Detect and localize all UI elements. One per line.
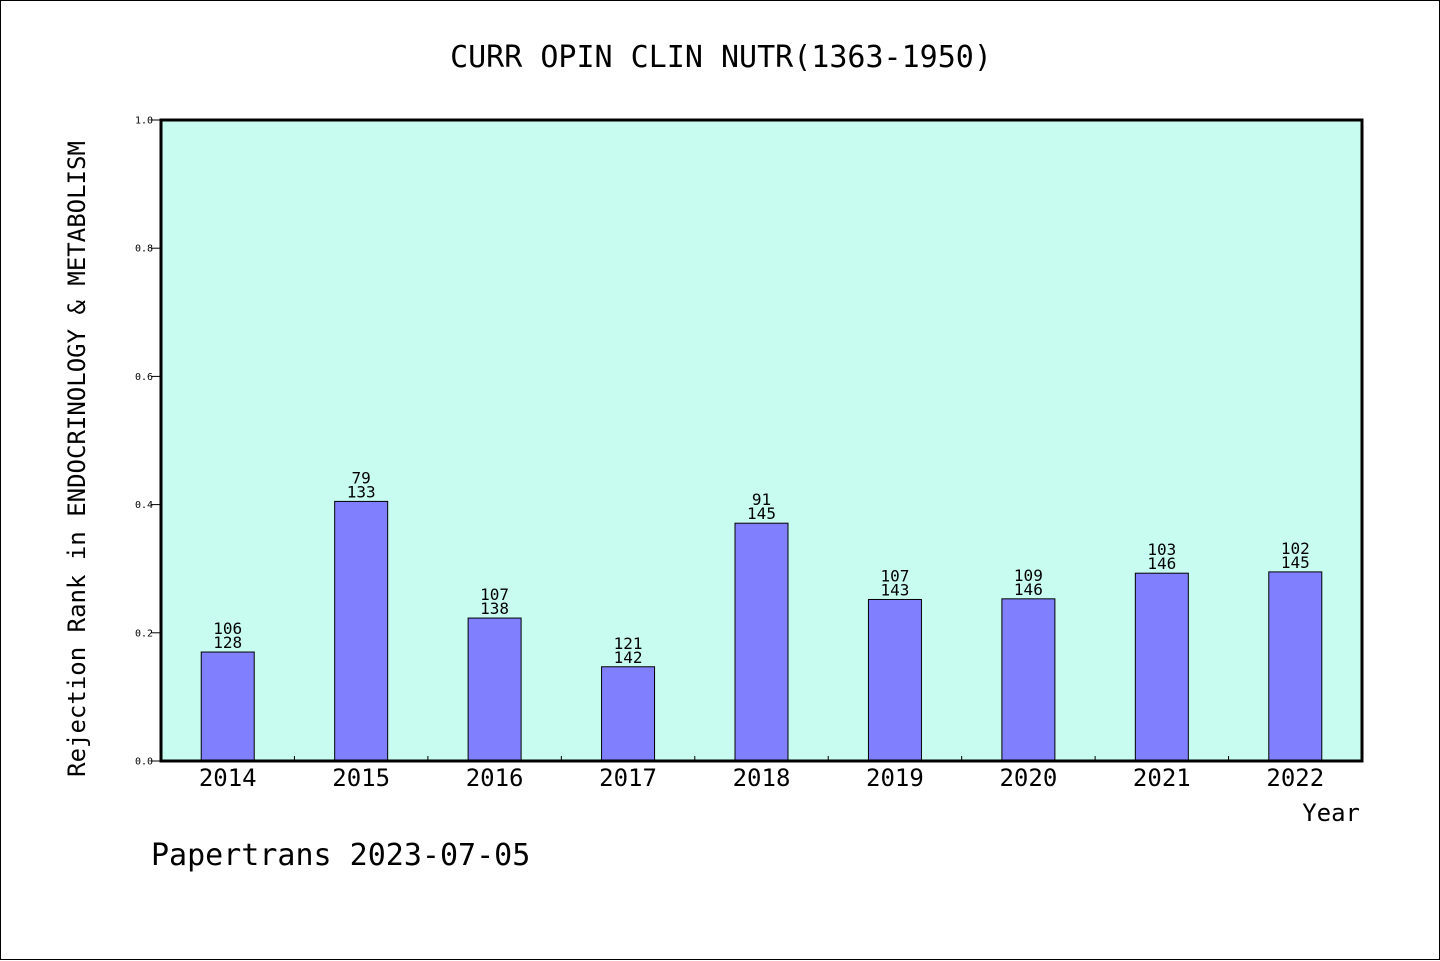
footer-credit: Papertrans 2023-07-05 [151,838,530,873]
data-label-bottom: 146 [1147,554,1176,573]
x-tick-label: 2015 [332,764,390,792]
data-label-bottom: 128 [213,633,242,652]
data-label-top: 79 [352,468,371,487]
data-label-top: 107 [480,585,509,604]
x-axis-label: Year [1302,799,1360,827]
y-tick-label: 1.0 [135,116,153,127]
bar-2014 [200,651,255,762]
x-tick-label: 2014 [199,764,257,792]
data-label-bottom: 142 [614,648,643,667]
bar-2018 [734,522,789,762]
data-label-top: 121 [614,634,643,653]
bar-2021 [1134,572,1189,762]
bar-2019 [867,598,922,762]
bar-2015 [334,500,389,762]
x-tick-label: 2017 [599,764,657,792]
y-tick-label: 0.2 [135,628,153,639]
data-label-bottom: 145 [747,504,776,523]
data-label-top: 102 [1281,539,1310,558]
data-label-bottom: 146 [1014,580,1043,599]
x-tick-label: 2016 [466,764,524,792]
data-label-bottom: 145 [1281,553,1310,572]
data-label-top: 91 [752,490,771,509]
x-tick-label: 2021 [1133,764,1191,792]
y-axis: 0.0 0.2 0.4 0.6 0.8 1.0 [135,116,161,768]
bar-2016 [467,617,522,762]
y-axis-label: Rejection Rank in ENDOCRINOLOGY & METABO… [63,141,91,777]
y-tick-label: 0.4 [135,500,153,511]
bar-2017 [601,666,656,762]
x-tick-label: 2020 [999,764,1057,792]
data-label-bottom: 133 [347,482,376,501]
y-tick-label: 0.8 [135,244,153,255]
x-tick-label: 2022 [1266,764,1324,792]
data-label-top: 109 [1014,566,1043,585]
data-labels-layer: 1061287913310713812114291145107143109146… [213,468,1309,666]
data-label-top: 106 [213,619,242,638]
y-tick-label: 0.6 [135,372,153,383]
data-label-top: 103 [1147,540,1176,559]
bars-layer [200,500,1323,762]
x-axis: 2014 2015 2016 2017 2018 2019 2020 2021 2022 [199,756,1324,792]
data-label-bottom: 138 [480,599,509,618]
bar-2020 [1001,598,1056,762]
x-tick-label: 2019 [866,764,924,792]
bar-2022 [1268,571,1323,762]
chart-title: CURR OPIN CLIN NUTR(1363-1950) [450,40,992,75]
y-tick-label: 0.0 [135,757,153,768]
x-tick-label: 2018 [733,764,791,792]
plot-border [159,118,1364,763]
data-label-top: 107 [880,566,909,585]
data-label-bottom: 143 [880,580,909,599]
